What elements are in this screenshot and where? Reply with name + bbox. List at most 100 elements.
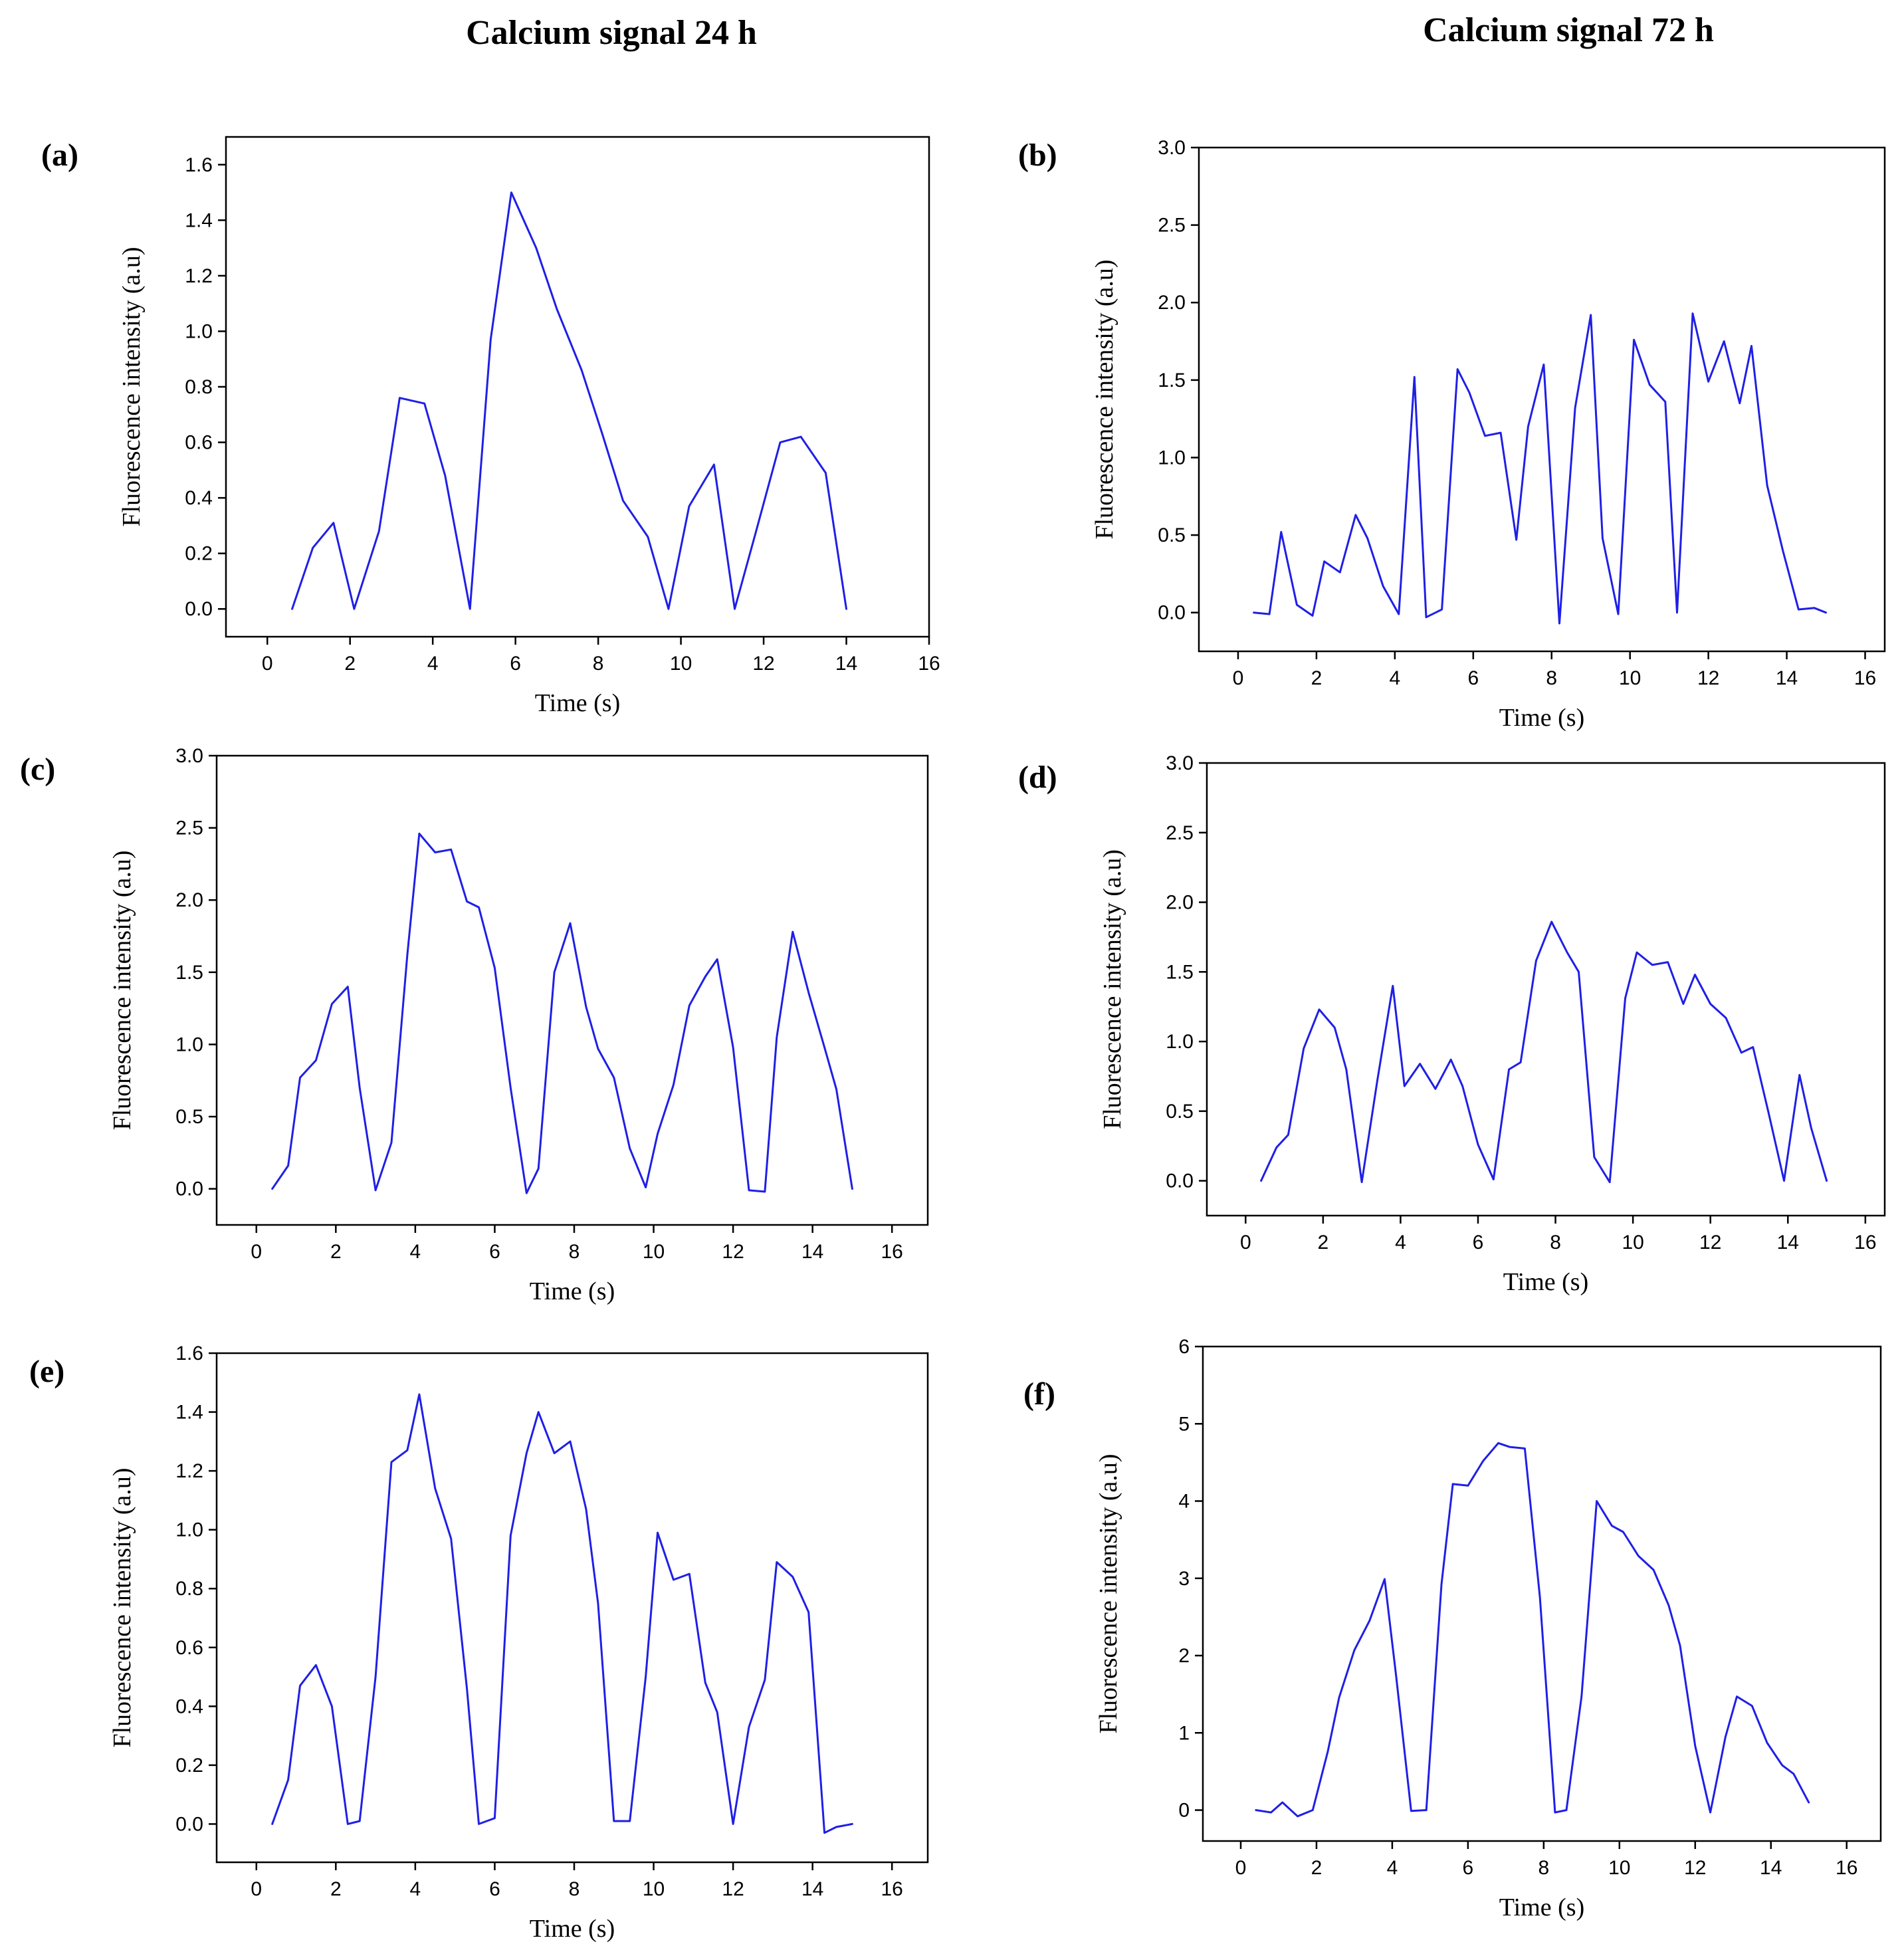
data-point xyxy=(835,1088,837,1090)
data-point xyxy=(299,1685,301,1687)
data-point xyxy=(1450,1059,1452,1061)
data-point xyxy=(792,931,793,933)
data-point xyxy=(1253,611,1255,613)
data-point xyxy=(444,475,446,477)
y-axis-title: Fluorescence intensity (a.u) xyxy=(108,850,136,1130)
x-tick-label: 10 xyxy=(1608,1857,1630,1879)
y-tick-label: 2.5 xyxy=(175,817,203,839)
data-point xyxy=(287,1164,289,1166)
x-tick-label: 10 xyxy=(670,653,692,675)
x-tick-label: 8 xyxy=(569,1241,580,1263)
data-point xyxy=(835,1826,837,1828)
data-point xyxy=(1766,1742,1768,1744)
data-point xyxy=(1280,531,1282,533)
data-point xyxy=(1482,1460,1484,1462)
data-point xyxy=(494,967,496,969)
x-tick-label: 10 xyxy=(1622,1232,1643,1253)
data-point xyxy=(667,608,669,610)
data-point xyxy=(807,992,809,994)
data-point xyxy=(1633,339,1635,341)
data-point xyxy=(1766,485,1768,487)
y-tick-label: 2.0 xyxy=(1166,892,1194,914)
data-point xyxy=(647,536,649,538)
x-tick-label: 8 xyxy=(593,653,604,675)
data-point xyxy=(1345,1068,1347,1070)
x-tick-label: 6 xyxy=(1473,1232,1484,1253)
data-point xyxy=(494,1817,496,1819)
data-point xyxy=(1319,1008,1321,1010)
data-point xyxy=(1554,1811,1556,1813)
y-tick-label: 0.8 xyxy=(185,376,213,398)
y-tick-label: 0.4 xyxy=(185,487,213,509)
data-point xyxy=(1484,435,1486,437)
data-point xyxy=(1736,1695,1738,1697)
y-tick-label: 0.5 xyxy=(1158,524,1186,546)
data-point xyxy=(645,1676,647,1678)
x-tick-label: 2 xyxy=(330,1878,342,1900)
data-point xyxy=(1434,1088,1436,1090)
data-point xyxy=(378,530,380,532)
y-tick-label: 2.5 xyxy=(1158,215,1186,237)
data-point xyxy=(312,547,314,549)
data-point xyxy=(526,1452,528,1454)
data-point xyxy=(1679,1644,1681,1646)
x-tick-label: 6 xyxy=(1463,1857,1474,1879)
y-tick-label: 0.5 xyxy=(175,1106,203,1128)
data-point xyxy=(1539,1596,1541,1598)
y-tick-label: 4 xyxy=(1178,1491,1190,1513)
data-point xyxy=(1467,1485,1469,1487)
x-tick-label: 8 xyxy=(1546,667,1557,689)
data-point xyxy=(1508,1068,1510,1070)
data-point xyxy=(391,1461,393,1463)
data-point xyxy=(375,1676,377,1678)
plot-frame xyxy=(215,1352,929,1864)
y-tick-label: 1.0 xyxy=(175,1033,203,1055)
data-point xyxy=(1798,609,1800,611)
x-tick-label: 12 xyxy=(722,1241,744,1263)
data-point xyxy=(613,1820,615,1822)
data-point xyxy=(1808,1801,1810,1803)
data-point xyxy=(331,1003,333,1005)
data-point xyxy=(800,436,802,438)
data-point xyxy=(1566,951,1568,953)
x-tick-label: 14 xyxy=(801,1241,823,1263)
data-point xyxy=(271,1823,273,1825)
data-point xyxy=(1414,376,1416,378)
data-point xyxy=(629,1820,631,1822)
y-tick-label: 0.8 xyxy=(175,1578,203,1600)
plot-frame xyxy=(225,136,930,638)
y-tick-label: 0.4 xyxy=(175,1695,203,1717)
data-point xyxy=(688,1004,690,1006)
data-point xyxy=(538,1411,540,1413)
y-tick-label: 1.6 xyxy=(185,154,213,176)
series-line-e xyxy=(271,1393,853,1834)
plot-frame xyxy=(1198,146,1886,653)
x-tick-label: 16 xyxy=(881,1878,903,1900)
series-line-f xyxy=(1255,1442,1810,1818)
data-point xyxy=(732,1823,734,1825)
x-tick-label: 14 xyxy=(1760,1857,1782,1879)
data-point xyxy=(597,1602,599,1604)
x-tick-label: 14 xyxy=(1776,667,1798,689)
y-tick-label: 1 xyxy=(1178,1722,1190,1744)
x-tick-label: 10 xyxy=(1619,667,1641,689)
data-point xyxy=(359,1087,361,1089)
data-point xyxy=(1611,1525,1613,1527)
data-point xyxy=(1452,1483,1454,1485)
data-point xyxy=(1653,1569,1655,1571)
y-tick-label: 3.0 xyxy=(1166,752,1194,774)
data-point xyxy=(1270,1811,1272,1813)
y-tick-label: 3 xyxy=(1178,1568,1190,1590)
x-tick-label: 0 xyxy=(262,653,273,675)
y-tick-label: 0.0 xyxy=(1166,1170,1194,1192)
data-point xyxy=(347,986,349,988)
data-point xyxy=(1500,432,1502,434)
data-point xyxy=(713,463,715,465)
data-point xyxy=(1441,609,1443,611)
data-point xyxy=(629,1147,631,1149)
data-point xyxy=(271,1188,273,1190)
data-point xyxy=(1694,1745,1696,1747)
data-point xyxy=(1275,1146,1277,1148)
